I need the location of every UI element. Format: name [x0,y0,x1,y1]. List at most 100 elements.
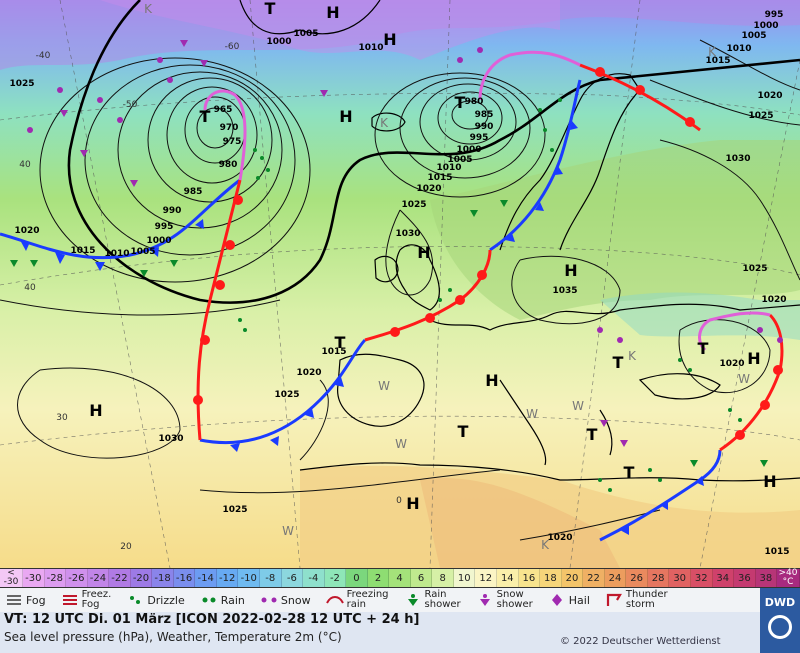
iceland-coast [371,112,406,132]
temperature-value-label: 0 [396,496,402,506]
colorbar-step: -28 [44,569,67,587]
colorbar-step: -12 [216,569,239,587]
colorbar-step: 38 [755,569,778,587]
colorbar-high-end: >40 °C [777,569,800,587]
coastlines [239,0,800,482]
colorbar-step: 10 [453,569,476,587]
temperature-value-label: 30 [56,413,68,423]
weather-code-label: K [380,116,389,130]
pressure-center-label: T [335,333,346,352]
snow-shower-icon [479,594,490,606]
colorbar-step: 24 [604,569,627,587]
colorbar-step: -10 [238,569,261,587]
pressure-center-label: H [89,401,102,420]
isobar-value-label: 1015 [70,246,95,256]
pressure-center-label: H [406,494,419,513]
isobar-value-label: 1035 [552,286,577,296]
cold-arctic-region [0,0,800,70]
fog-icon [7,595,21,605]
isobar-value-label: 1030 [725,154,750,164]
africa-coast [299,462,800,482]
british-isles-coast [395,244,440,311]
colorbar-step: -2 [324,569,347,587]
warm-front-semicircles [193,67,783,440]
colorbar-step: 14 [497,569,519,587]
isobar-value-label: 990 [163,206,182,216]
weather-code-label: W [526,407,538,421]
warm-north-africa-inland [420,478,620,568]
weather-code-label: W [282,524,294,538]
warm-land-europe [430,140,800,320]
pressure-center-label: H [417,243,430,262]
pressure-center-label: T [624,463,635,482]
isobars [0,39,800,541]
colorbar-step: -20 [130,569,153,587]
isobar-value-label: 975 [223,137,242,147]
isobar-value-label: 1025 [9,79,34,89]
europe-mainland-coast [429,303,800,331]
pressure-center-label: T [200,107,211,126]
legend-thunderstorm: Thunder storm [604,590,668,610]
isobar-value-label: 1005 [293,29,318,39]
colorbar-step: -6 [281,569,304,587]
temperature-value-label: -50 [123,100,138,110]
freezing-fog-icon [62,595,77,605]
map-subtitle: Sea level pressure (hPa), Weather, Tempe… [4,630,342,644]
isobar-value-label: 1030 [158,434,183,444]
isobar-value-label: 1015 [321,347,346,357]
legend-freezing-rain-label: Freezing rain [346,589,389,610]
weather-code-label: W [572,399,584,413]
weather-code-label: K [144,2,153,16]
legend-snow-shower-label: Snow shower [496,589,533,610]
rain-icon [202,597,216,603]
legend-snow-shower: Snow shower [475,590,533,610]
dwd-logo: DWD [760,588,800,653]
snow-symbols [27,47,783,343]
isobar-value-label: 1030 [395,229,420,239]
pressure-center-label: T [698,339,709,358]
legend-hail-label: Hail [568,593,590,607]
colorbar-step: 8 [432,569,454,587]
legend-rain-label: Rain [220,593,245,607]
legend-thunderstorm-label: Thunder storm [625,589,668,610]
colorbar-step: -4 [303,569,325,587]
legend-fog-label: Fog [26,593,46,607]
isobar-value-label: 1000 [266,37,291,47]
rain-symbols [238,98,742,492]
isobar-value-label: 1020 [296,368,321,378]
pressure-center-label: T [587,425,598,444]
dwd-logo-ring-icon [768,615,792,639]
pressure-center-label: H [383,30,396,49]
freezing-rain-icon [325,596,344,604]
pressure-center-label: H [763,472,776,491]
temperature-value-label: -60 [225,42,240,52]
isobar-value-label: 1025 [222,505,247,515]
weather-code-label: W [395,437,407,451]
colorbar-step: 18 [540,569,562,587]
isobar-value-label: 1025 [274,390,299,400]
colorbar-step: 6 [410,569,433,587]
occluded-front [203,50,771,352]
cold-front-triangles [20,121,704,535]
isobar-value-label: 1020 [416,184,441,194]
legend-drizzle: Drizzle [125,593,185,607]
isobar-value-label: 1015 [427,173,452,183]
temperature-value-label: 40 [19,160,31,170]
isobar-value-label: 1010 [726,44,751,54]
weather-legend: Fog Freez. Fog Drizzle Rain Snow Freezin… [0,588,760,612]
isobar-value-label: 995 [155,222,174,232]
colorbar-step: -16 [173,569,196,587]
colorbar-step: -30 [23,569,45,587]
legend-snow: Snow [259,593,311,607]
isobar-value-label: 980 [219,160,238,170]
shower-triangles [10,200,768,467]
isobar-labels: 1000100510109951000100510101015102510201… [9,10,789,557]
pressure-center-label: T [455,93,466,112]
temperature-value-label: -40 [36,51,51,61]
isobar-value-label: 995 [470,133,489,143]
temperature-labels: -40 -50 -60 40 40 30 20 0 [19,42,402,552]
snow-shower-triangles [60,40,628,447]
black-sea-coast [638,373,721,400]
pressure-center-label: H [485,371,498,390]
